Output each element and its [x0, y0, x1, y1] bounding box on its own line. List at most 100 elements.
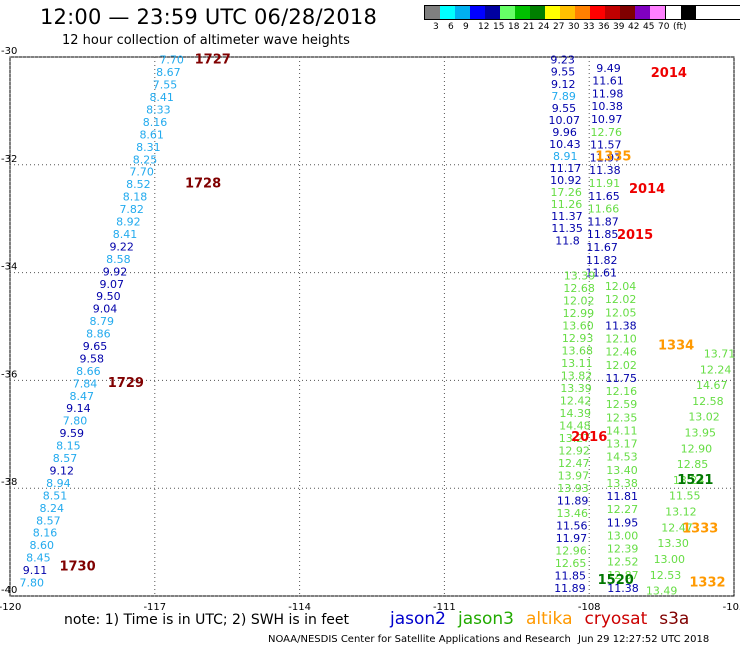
- wave-height-value: 9.92: [103, 265, 128, 278]
- wave-height-value: 11.95: [607, 516, 639, 529]
- wave-height-value: 11.91: [589, 177, 621, 190]
- wave-height-value: 8.79: [89, 315, 114, 328]
- wave-height-value: 11.38: [607, 582, 639, 595]
- wave-height-value: 13.46: [556, 507, 588, 520]
- wave-height-value: 12.68: [563, 282, 595, 295]
- wave-height-value: 7.80: [19, 577, 44, 590]
- y-tick-label: -32: [1, 154, 17, 165]
- wave-height-value: 14.53: [606, 451, 638, 464]
- wave-height-value: 13.40: [606, 464, 638, 477]
- wave-height-value: 13.95: [684, 427, 716, 440]
- wave-height-value: 8.45: [26, 552, 51, 565]
- wave-height-value: 13.11: [561, 357, 593, 370]
- wave-height-value: 9.50: [96, 290, 121, 303]
- wave-height-value: 11.65: [588, 190, 620, 203]
- wave-height-value: 13.12: [665, 506, 697, 519]
- wave-height-value: 12.65: [555, 557, 587, 570]
- wave-height-value: 11.55: [669, 490, 701, 503]
- wave-height-value: 13.93: [557, 482, 589, 495]
- wave-height-value: 11.87: [587, 215, 619, 228]
- legend-swatch: [635, 6, 650, 19]
- wave-height-value: 12.99: [563, 307, 595, 320]
- x-tick-label: -108: [578, 602, 601, 613]
- track-time-label: 1334: [658, 338, 694, 353]
- wave-height-value: 13.00: [607, 529, 639, 542]
- wave-height-value: 7.70: [129, 166, 154, 179]
- legend-label: 27: [553, 22, 565, 32]
- wave-height-value: 13.27: [559, 432, 591, 445]
- legend-label: 33: [583, 22, 595, 32]
- legend-label: 70: [658, 22, 670, 32]
- wave-height-value: 12.24: [700, 363, 732, 376]
- wave-height-value: 12.92: [558, 444, 590, 457]
- legend-swatch: [455, 6, 470, 19]
- wave-height-value: 11.81: [607, 490, 639, 503]
- wave-height-value: 13.60: [562, 319, 594, 332]
- wave-height-value: 9.04: [93, 303, 118, 316]
- legend-color-bar: [424, 5, 740, 20]
- wave-height-value: 12.27: [607, 503, 639, 516]
- legend-swatch: [530, 6, 545, 19]
- wave-height-value: 14.48: [559, 419, 591, 432]
- wave-height-value: 11.85: [555, 569, 587, 582]
- satellite-legend: jason2 jason3 altika cryosat s3a: [390, 609, 701, 629]
- x-tick-label: -114: [288, 602, 311, 613]
- wave-height-value: 12.10: [605, 333, 637, 346]
- legend-label: 36: [598, 22, 610, 32]
- wave-height-value: 9.58: [79, 352, 104, 365]
- wave-height-value: 11.98: [592, 87, 624, 100]
- wave-height-value: 8.24: [39, 502, 64, 515]
- wave-height-value: 13.71: [704, 347, 736, 360]
- x-tick-label: -111: [433, 602, 456, 613]
- wave-height-value: 9.14: [66, 402, 91, 415]
- track-time-label: 1335: [595, 150, 631, 165]
- wave-height-value: 13.39: [560, 382, 592, 395]
- wave-height-value: 13.97: [558, 469, 590, 482]
- satellite-label: cryosat: [584, 609, 648, 629]
- wave-height-value: 11.8: [555, 234, 580, 247]
- track-time-label: 1333: [682, 522, 718, 537]
- legend-swatch: [575, 6, 590, 19]
- legend-label: 12: [478, 22, 490, 32]
- wave-height-value: 11.66: [588, 203, 620, 216]
- wave-height-value: 11.35: [551, 222, 583, 235]
- track-time-label: 2014: [629, 182, 665, 197]
- y-tick-label: -30: [1, 46, 17, 57]
- legend-label: 21: [523, 22, 535, 32]
- wave-height-value: 11.57: [590, 139, 622, 152]
- wave-height-value: 12.16: [606, 385, 638, 398]
- legend-swatch: [620, 6, 635, 19]
- wave-height-value: 12.96: [555, 544, 587, 557]
- wave-height-value: 12.46: [605, 346, 637, 359]
- satellite-label: jason2: [390, 609, 446, 629]
- plot-frame: [9, 56, 735, 597]
- wave-height-value: 12.02: [605, 293, 637, 306]
- wave-height-value: 8.51: [43, 489, 68, 502]
- wave-height-value: 11.82: [586, 254, 618, 267]
- wave-height-value: 13.82: [561, 369, 593, 382]
- wave-height-value: 9.07: [99, 278, 124, 291]
- satellite-label: jason3: [458, 609, 514, 629]
- wave-height-value: 11.61: [586, 267, 618, 280]
- wave-height-value: 12.90: [681, 442, 713, 455]
- wave-height-value: 12.42: [560, 394, 592, 407]
- y-tick-label: -36: [1, 369, 17, 380]
- legend-label: 30: [568, 22, 580, 32]
- track-time-label: 2014: [651, 66, 687, 81]
- legend-swatch: [650, 6, 665, 19]
- wave-height-value: 8.16: [33, 527, 58, 540]
- wave-height-value: 10.43: [549, 138, 581, 151]
- wave-height-value: 8.52: [126, 178, 151, 191]
- wave-height-value: 10.07: [549, 114, 581, 127]
- wave-height-value: 12.53: [650, 569, 682, 582]
- wave-height-value: 13.38: [606, 477, 638, 490]
- y-tick-label: -38: [1, 477, 17, 488]
- legend-label: 45: [643, 22, 655, 32]
- wave-height-value: 13.24: [673, 474, 705, 487]
- wave-height-value: 9.12: [49, 464, 74, 477]
- wave-height-value: 11.89: [557, 494, 589, 507]
- track-time-label: 1730: [59, 559, 95, 574]
- y-tick-label: -34: [1, 262, 17, 273]
- legend-swatch: [515, 6, 530, 19]
